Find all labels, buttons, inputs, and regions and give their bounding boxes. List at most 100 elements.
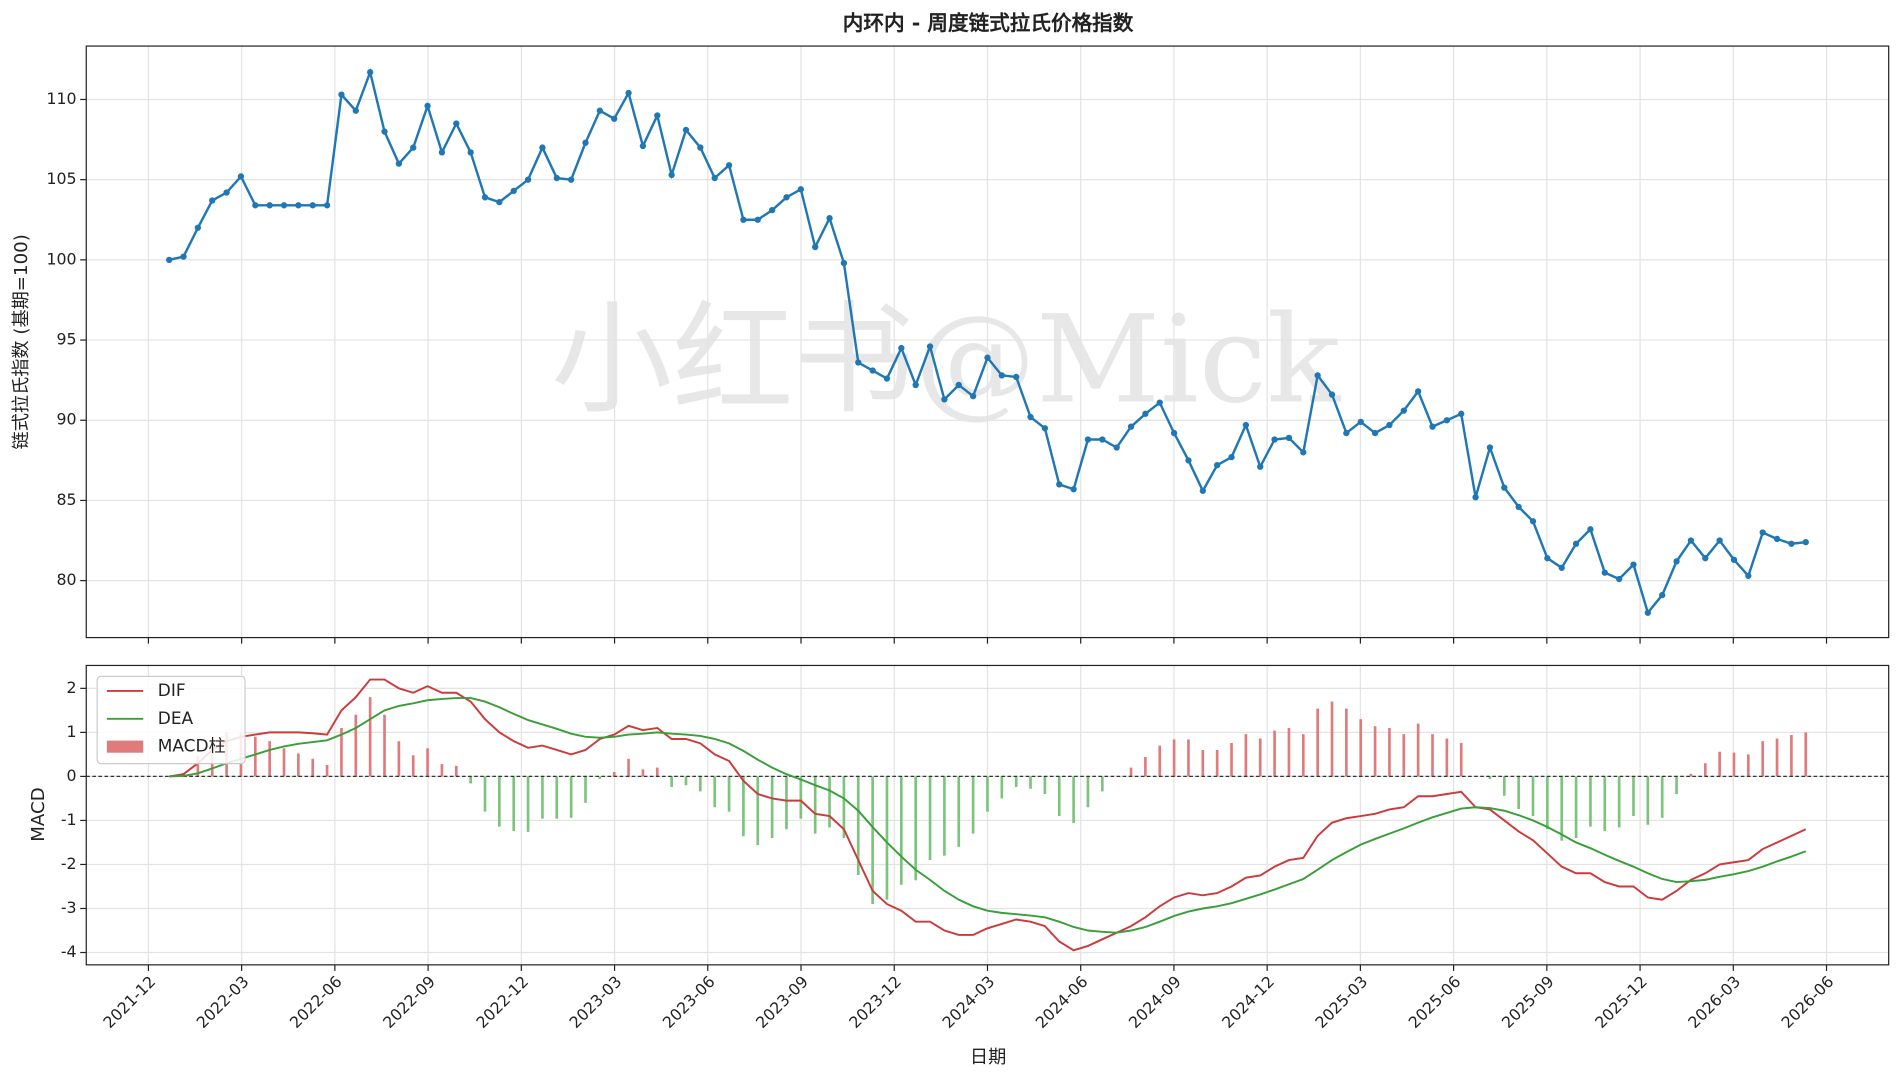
histogram-bar (1345, 708, 1348, 777)
point (725, 162, 733, 169)
histogram-bar (670, 776, 673, 787)
point (1314, 372, 1321, 379)
point (1199, 487, 1206, 494)
histogram-bar (1531, 776, 1535, 817)
histogram-bar (1014, 776, 1018, 787)
point (611, 115, 618, 122)
histogram-bar (1402, 734, 1406, 777)
point (323, 202, 331, 209)
point (1142, 410, 1149, 417)
point (1228, 453, 1235, 461)
histogram-bar (684, 776, 688, 786)
histogram-bar (297, 753, 300, 777)
point (711, 174, 718, 182)
histogram-bar (1646, 776, 1650, 825)
histogram-bar (1158, 745, 1162, 777)
point (912, 381, 919, 389)
y-tick-label: -4 (61, 942, 77, 961)
histogram-bar (1603, 776, 1607, 832)
histogram-bar (943, 776, 946, 856)
point (280, 202, 288, 209)
histogram-bar (1258, 738, 1262, 777)
x-axis-label: 日期 (970, 1047, 1006, 1068)
histogram-bar (856, 776, 860, 876)
point (1486, 444, 1494, 451)
chart-title: 内环内 - 周度链式拉氏价格指数 (843, 11, 1134, 35)
point (1529, 518, 1537, 525)
point (1659, 591, 1666, 599)
point (883, 375, 891, 382)
histogram-bar (1388, 727, 1391, 777)
point (352, 107, 359, 114)
histogram-bar (1000, 776, 1004, 799)
point (1127, 423, 1135, 430)
point (998, 372, 1005, 379)
histogram-bar (971, 776, 975, 834)
histogram-bar (828, 776, 831, 828)
histogram-bar (1287, 727, 1291, 777)
histogram-bar (1574, 776, 1578, 839)
point (539, 144, 546, 151)
point (654, 112, 661, 119)
histogram-bar (1747, 754, 1750, 777)
histogram-bar (1100, 776, 1104, 792)
point (1300, 449, 1307, 456)
point (1113, 444, 1120, 451)
point (941, 396, 948, 403)
histogram-bar (1761, 741, 1765, 777)
histogram-bar (311, 758, 315, 777)
y-tick-label: 80 (57, 570, 77, 589)
y-tick-label: 0 (67, 766, 77, 785)
histogram-bar (785, 776, 788, 830)
histogram-bar (1718, 751, 1721, 777)
point (639, 142, 647, 150)
histogram-bar (1144, 757, 1147, 777)
point (1084, 436, 1092, 443)
histogram-bar (1416, 723, 1420, 777)
line (169, 678, 1807, 952)
point (1745, 572, 1752, 579)
legend-swatch (106, 740, 144, 753)
histogram-bar (627, 758, 630, 777)
histogram-bar (526, 776, 530, 832)
histogram-bar (813, 776, 817, 834)
histogram-bar (1359, 719, 1363, 777)
legend-label: MACD柱 (158, 736, 226, 756)
point (1544, 555, 1551, 562)
point (410, 144, 417, 151)
point (797, 186, 804, 193)
histogram-bar (1086, 776, 1090, 808)
point (625, 89, 632, 97)
point (783, 194, 790, 201)
point (984, 354, 991, 361)
histogram-bar (454, 765, 458, 777)
point (1070, 486, 1077, 493)
histogram-bar (598, 776, 602, 780)
point (1257, 463, 1264, 470)
point (1429, 423, 1436, 430)
histogram-bar (928, 776, 932, 861)
point (1041, 425, 1049, 432)
point (1328, 391, 1336, 398)
y-tick-label: 110 (46, 89, 76, 108)
histogram-bar (1431, 734, 1434, 777)
point (381, 128, 388, 135)
point (1716, 537, 1723, 544)
point (855, 359, 862, 366)
point (1415, 388, 1422, 395)
point (194, 224, 202, 231)
point (1156, 399, 1163, 406)
histogram-bar (1373, 726, 1377, 777)
point (582, 139, 589, 146)
histogram-bar (1660, 776, 1664, 818)
histogram-bar (1301, 734, 1305, 777)
histogram-bar (1675, 776, 1678, 795)
line (169, 697, 1807, 934)
histogram-bar (1187, 739, 1190, 777)
histogram-bar (641, 769, 645, 777)
point (1285, 434, 1293, 442)
histogram-bar (1043, 776, 1047, 795)
y-axis-label: MACD (28, 787, 49, 841)
